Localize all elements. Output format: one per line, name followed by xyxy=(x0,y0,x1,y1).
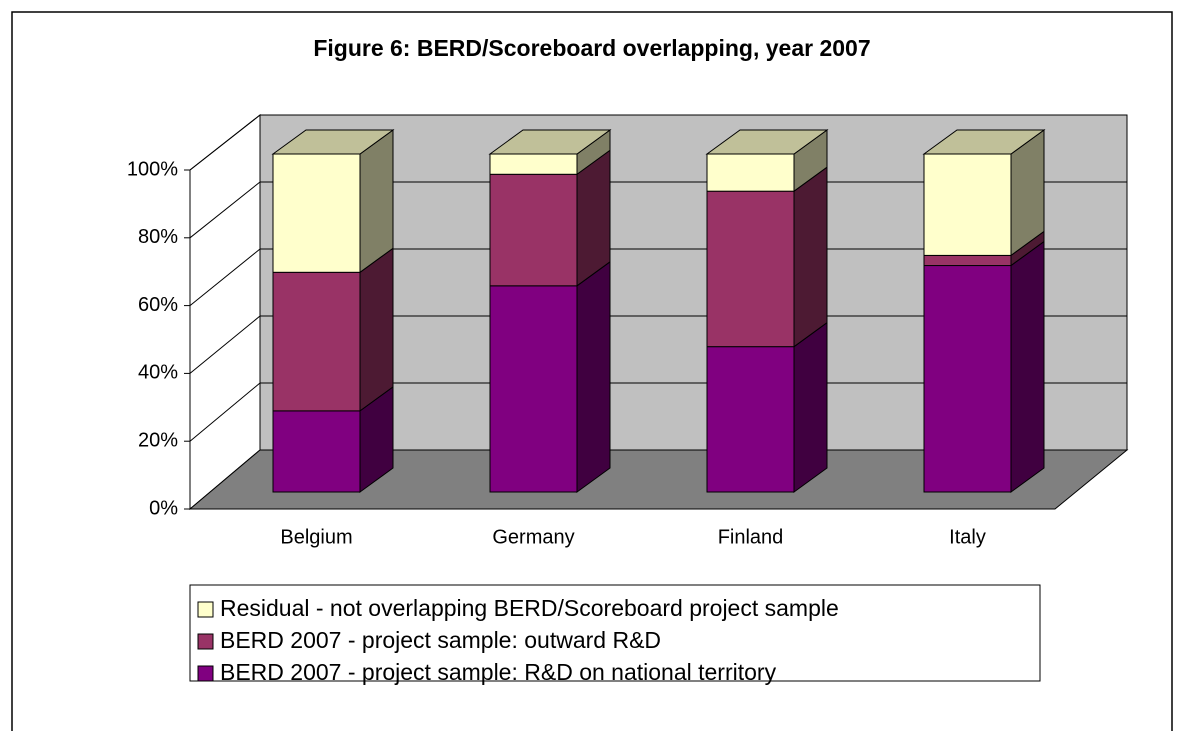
legend-swatch xyxy=(197,665,214,682)
floor xyxy=(188,449,1129,510)
bar-top xyxy=(271,129,395,155)
bar-side xyxy=(359,247,394,412)
grid-line xyxy=(189,315,261,374)
bar xyxy=(923,153,1012,256)
bar xyxy=(489,153,578,175)
legend-label: Residual - not overlapping BERD/Scoreboa… xyxy=(220,595,839,621)
bar-top xyxy=(705,129,829,155)
legend-swatch xyxy=(197,633,214,650)
bar-top xyxy=(488,129,612,155)
x-tick-label: Italy xyxy=(949,526,986,548)
bar-side xyxy=(1010,240,1045,493)
legend-swatch xyxy=(197,601,214,618)
bar-top xyxy=(922,129,1046,155)
grid-line xyxy=(189,114,261,171)
y-tick-label: 0% xyxy=(149,497,178,519)
bar xyxy=(923,265,1012,493)
y-tick-label: 20% xyxy=(138,429,178,451)
bar xyxy=(489,285,578,493)
y-tick-label: 60% xyxy=(138,294,178,316)
chart-title: Figure 6: BERD/Scoreboard overlapping, y… xyxy=(313,35,870,61)
bar xyxy=(272,271,361,412)
bar xyxy=(272,410,361,493)
bar xyxy=(706,190,795,348)
x-tick-label: Germany xyxy=(492,526,574,548)
grid-line xyxy=(189,248,261,306)
legend xyxy=(189,584,1041,682)
bar-side xyxy=(359,129,394,274)
y-tick-label: 100% xyxy=(127,158,178,180)
bar-side xyxy=(576,260,611,493)
bar-side xyxy=(793,166,828,348)
legend-label: BERD 2007 - project sample: R&D on natio… xyxy=(220,659,777,685)
side-wall xyxy=(189,113,261,511)
bar xyxy=(272,153,361,273)
y-tick-label: 80% xyxy=(138,226,178,248)
x-tick-label: Finland xyxy=(718,526,784,548)
x-tick-label: Belgium xyxy=(280,526,352,548)
bar xyxy=(706,346,795,493)
bar xyxy=(489,173,578,287)
bar-side xyxy=(793,321,828,493)
plot: 0% 20% 40% 60% 80% 100% Belgium Germany Finland I… xyxy=(127,114,1127,685)
bar xyxy=(706,153,795,192)
grid-line xyxy=(189,382,261,442)
legend-label: BERD 2007 - project sample: outward R&D xyxy=(220,627,661,653)
chart-border xyxy=(11,11,1173,731)
bar xyxy=(923,254,1012,267)
grid-line xyxy=(189,181,261,239)
y-tick-label: 40% xyxy=(138,362,178,384)
